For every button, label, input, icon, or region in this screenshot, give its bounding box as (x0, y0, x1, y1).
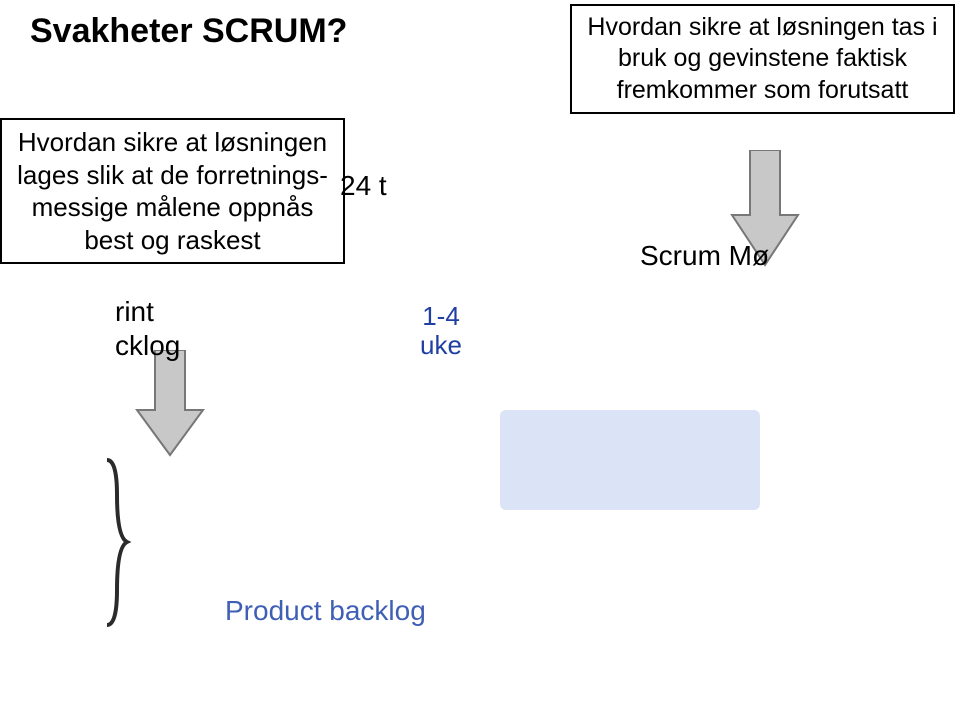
callout-left: Hvordan sikre at løsningen lages slik at… (0, 118, 345, 264)
slide-title: Svakheter SCRUM? (30, 12, 347, 51)
sprint-cycle-small (325, 45, 545, 265)
label-weeks: 1-4 uke (405, 300, 477, 361)
label-weeks-bot: uke (420, 330, 462, 360)
label-product-backlog: Product backlog (225, 595, 426, 627)
starburst-right (695, 405, 960, 705)
label-24t: 24 t (340, 170, 387, 202)
label-weeks-top: 1-4 (422, 301, 460, 331)
label-scrum-meeting: Scrum Mø (640, 240, 769, 272)
label-sprint-bot: cklog (115, 330, 180, 361)
label-sprint-backlog: rint cklog (115, 295, 180, 362)
arrow-down-left (135, 350, 205, 460)
label-sprint-top: rint (115, 296, 154, 327)
brace-icon (95, 455, 135, 630)
callout-right: Hvordan sikre at løsningen tas i bruk og… (570, 4, 955, 114)
